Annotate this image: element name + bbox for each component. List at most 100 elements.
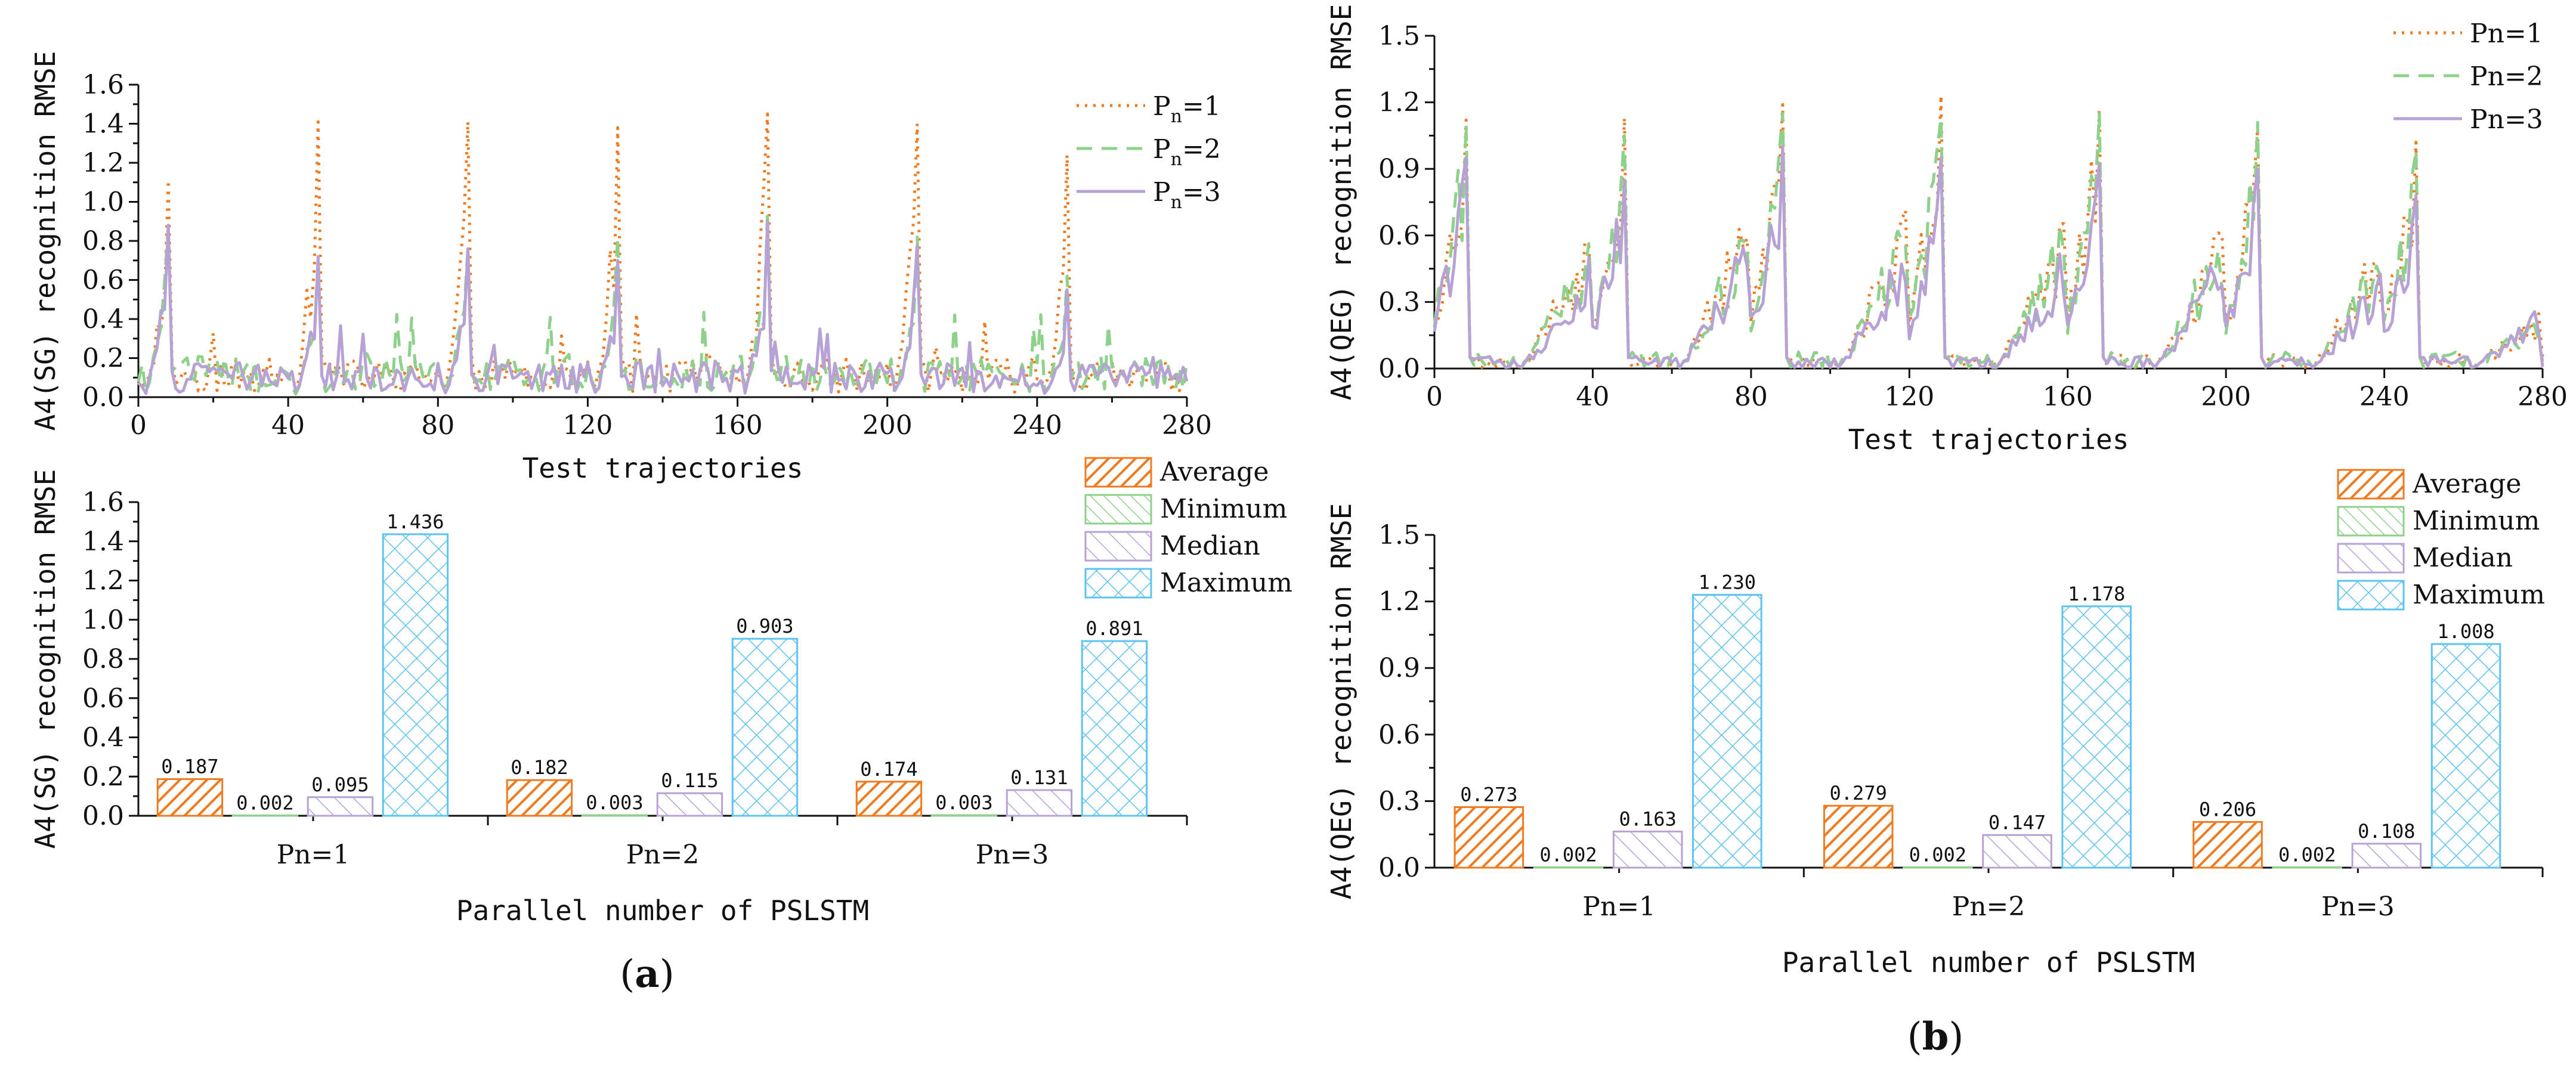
legend-label: Minimum <box>1160 494 1287 524</box>
x-category-label: Pn=3 <box>2321 892 2395 922</box>
y-tick-label: 1.4 <box>82 109 124 140</box>
bar-value-label: 0.182 <box>511 756 568 779</box>
bar-median <box>2351 843 2422 869</box>
y-tick-label: 1.5 <box>1378 21 1420 51</box>
bar-average <box>506 779 573 817</box>
panel-a: 0 40 80 120 160 200 240 280 0.0 0.2 0.4 0.6 0.8 1.0 1.… <box>29 51 1292 996</box>
legend-label: Median <box>2413 543 2513 573</box>
bar-average <box>156 778 224 817</box>
x-category-label: Pn=1 <box>1582 892 1656 922</box>
bar-maximum <box>382 533 449 817</box>
x-category-label: Pn=1 <box>277 840 350 870</box>
bar-value-label: 0.002 <box>1539 843 1597 866</box>
bar-maximum <box>731 637 799 817</box>
x-axis-label: Test trajectories <box>1848 423 2129 456</box>
legend-swatch-minimum <box>1084 494 1152 525</box>
bar-median <box>1612 830 1683 869</box>
y-tick-label: 1.2 <box>1378 587 1420 617</box>
legend-label: Pn=3 <box>2470 104 2543 135</box>
y-tick-label: 0.3 <box>1378 786 1420 816</box>
y-axis-label: A4(SG) recognition RMSE <box>29 469 61 849</box>
x-category-label: Pn=2 <box>626 840 700 870</box>
bar-value-label: 0.115 <box>661 769 718 792</box>
y-axis-label: A4(QEG) recognition RMSE <box>1325 503 1357 900</box>
x-tick-label: 160 <box>713 410 763 441</box>
bar-maximum <box>2061 605 2132 869</box>
x-category-label: Pn=2 <box>1952 892 2025 922</box>
x-tick-label: 40 <box>1576 382 1609 412</box>
y-tick-label: 1.6 <box>82 70 124 100</box>
legend-label: Maximum <box>1160 568 1292 598</box>
panel-label-a: (a) <box>620 952 674 996</box>
y-tick-label: 0.9 <box>1378 653 1420 683</box>
bar-value-label: 0.108 <box>2358 820 2415 843</box>
y-axis-label: A4(SG) recognition RMSE <box>29 51 61 431</box>
x-tick-label: 120 <box>1884 382 1934 412</box>
bar-minimum <box>1903 866 1973 869</box>
legend-label: Pn=2 <box>2470 61 2543 92</box>
bar-value-label: 0.163 <box>1619 807 1677 830</box>
x-axis-label: Parallel number of PSLSTM <box>456 894 869 927</box>
bar-value-label: 0.206 <box>2199 798 2256 821</box>
y-tick-label: 0.6 <box>82 265 124 296</box>
bar-maximum <box>2430 643 2501 869</box>
bar-value-label: 0.095 <box>311 773 369 796</box>
y-tick-label: 1.5 <box>1378 520 1420 550</box>
x-tick-label: 0 <box>130 410 147 441</box>
bar-median <box>1006 789 1073 817</box>
bar-minimum <box>581 814 648 817</box>
bar-value-label: 0.891 <box>1086 617 1143 640</box>
legend-swatch-average <box>1084 457 1152 488</box>
bar-average <box>855 781 923 817</box>
series-line-pn1 <box>1433 94 2544 369</box>
bar-median <box>1982 834 2052 869</box>
legend-swatch-maximum <box>2337 580 2405 611</box>
bar-value-label: 0.147 <box>1989 811 2046 834</box>
y-tick-label: 0.9 <box>1378 154 1420 184</box>
x-axis-label: Test trajectories <box>522 452 803 484</box>
bar-value-label: 1.230 <box>1699 571 1756 593</box>
bar-minimum <box>1533 866 1604 869</box>
bar-value-label: 1.436 <box>386 510 444 533</box>
bar-minimum <box>2272 866 2342 869</box>
bar-value-label: 0.003 <box>935 791 992 814</box>
y-tick-label: 0.8 <box>82 644 124 674</box>
bar-value-label: 0.273 <box>1460 783 1517 806</box>
x-tick-label: 240 <box>2359 382 2410 412</box>
bar-median <box>307 796 374 817</box>
y-tick-label: 0.0 <box>1378 853 1420 883</box>
bar-value-label: 0.002 <box>1909 843 1966 866</box>
x-tick-label: 280 <box>2518 382 2568 412</box>
bar-minimum <box>231 814 299 817</box>
legend-label: Median <box>1160 531 1260 561</box>
bar-value-label: 0.003 <box>586 791 643 814</box>
x-tick-label: 280 <box>1162 410 1212 441</box>
legend-label: Maximum <box>2413 580 2545 610</box>
legend-label: Average <box>1159 457 1269 487</box>
x-category-label: Pn=3 <box>976 840 1049 870</box>
x-tick-label: 0 <box>1426 382 1443 412</box>
x-axis-label: Parallel number of PSLSTM <box>1782 946 2195 979</box>
y-axis-label: A4(QEG) recognition RMSE <box>1325 4 1357 401</box>
y-tick-label: 1.0 <box>82 605 124 635</box>
panel-label-b: (b) <box>1907 1014 1964 1059</box>
x-tick-label: 200 <box>2201 382 2251 412</box>
y-tick-label: 0.8 <box>82 226 124 256</box>
legend-label: Pn=1 <box>1153 91 1221 127</box>
bar-value-label: 0.279 <box>1830 782 1887 804</box>
bar-value-label: 0.174 <box>860 758 917 781</box>
y-tick-label: 1.6 <box>82 487 124 518</box>
legend-swatch-average <box>2337 469 2405 500</box>
legend-label: Pn=2 <box>1153 134 1221 170</box>
x-tick-label: 40 <box>271 410 305 441</box>
y-tick-label: 0.4 <box>82 723 124 753</box>
x-tick-label: 80 <box>1734 382 1768 412</box>
bar-average <box>1823 804 1894 869</box>
bar-average <box>2192 821 2263 869</box>
y-tick-label: 1.2 <box>1378 88 1420 118</box>
bar-value-label: 0.002 <box>2278 843 2336 866</box>
y-tick-label: 1.2 <box>82 148 124 178</box>
series-line-pn2 <box>137 210 1189 396</box>
y-tick-label: 0.0 <box>82 382 124 413</box>
